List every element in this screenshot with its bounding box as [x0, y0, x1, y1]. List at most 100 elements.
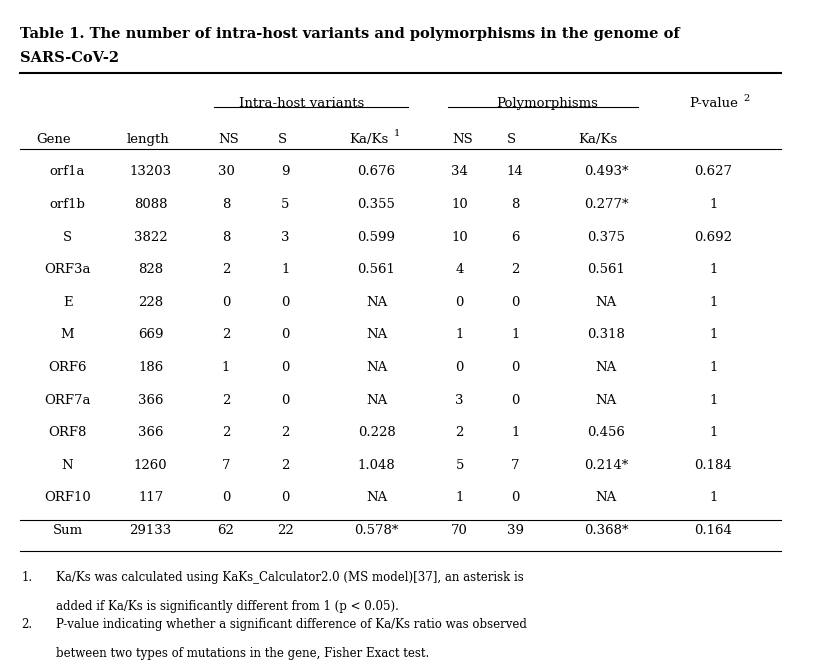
- Text: 0.355: 0.355: [358, 198, 395, 211]
- Text: 5: 5: [281, 198, 290, 211]
- Text: 0: 0: [281, 492, 290, 504]
- Text: 1: 1: [709, 263, 717, 276]
- Text: 10: 10: [452, 230, 468, 244]
- Text: 6: 6: [511, 230, 520, 244]
- Text: 0: 0: [511, 394, 520, 407]
- Text: Ka/Ks: Ka/Ks: [349, 133, 388, 146]
- Text: Table 1. The number of intra-host variants and polymorphisms in the genome of: Table 1. The number of intra-host varian…: [20, 27, 680, 41]
- Text: NS: NS: [452, 133, 472, 146]
- Text: ORF10: ORF10: [44, 492, 91, 504]
- Text: 1: 1: [709, 296, 717, 309]
- Text: S: S: [507, 133, 516, 146]
- Text: NA: NA: [366, 328, 387, 342]
- Text: added if Ka/Ks is significantly different from 1 (p < 0.05).: added if Ka/Ks is significantly differen…: [56, 600, 398, 613]
- Text: 29133: 29133: [129, 524, 172, 537]
- Text: 8: 8: [222, 198, 230, 211]
- Text: 0: 0: [456, 296, 464, 309]
- Text: 0.599: 0.599: [358, 230, 396, 244]
- Text: 8: 8: [222, 230, 230, 244]
- Text: 117: 117: [138, 492, 164, 504]
- Text: NA: NA: [596, 296, 617, 309]
- Text: 1: 1: [709, 198, 717, 211]
- Text: 1: 1: [456, 492, 464, 504]
- Text: Polymorphisms: Polymorphisms: [496, 97, 598, 111]
- Text: 1: 1: [456, 328, 464, 342]
- Text: 1: 1: [709, 361, 717, 374]
- Text: 0: 0: [222, 296, 230, 309]
- Text: 13203: 13203: [129, 165, 172, 178]
- Text: N: N: [61, 459, 73, 472]
- Text: 0.184: 0.184: [695, 459, 732, 472]
- Text: 0: 0: [511, 492, 520, 504]
- Text: 1.048: 1.048: [358, 459, 395, 472]
- Text: 2: 2: [281, 426, 290, 440]
- Text: 0.318: 0.318: [588, 328, 625, 342]
- Text: S: S: [277, 133, 286, 146]
- Text: 4: 4: [456, 263, 464, 276]
- Text: S: S: [63, 230, 72, 244]
- Text: P-value indicating whether a significant difference of Ka/Ks ratio was observed: P-value indicating whether a significant…: [56, 618, 526, 631]
- Text: 366: 366: [138, 394, 164, 407]
- Text: 228: 228: [138, 296, 164, 309]
- Text: 1: 1: [222, 361, 230, 374]
- Text: 0.561: 0.561: [588, 263, 625, 276]
- Text: 1.: 1.: [22, 571, 32, 584]
- Text: NA: NA: [366, 394, 387, 407]
- Text: between two types of mutations in the gene, Fisher Exact test.: between two types of mutations in the ge…: [56, 647, 429, 660]
- Text: NS: NS: [218, 133, 239, 146]
- Text: 9: 9: [281, 165, 290, 178]
- Text: 62: 62: [217, 524, 234, 537]
- Text: 2: 2: [222, 263, 230, 276]
- Text: 1: 1: [511, 426, 520, 440]
- Text: 0.692: 0.692: [694, 230, 732, 244]
- Text: 366: 366: [138, 426, 164, 440]
- Text: 2: 2: [281, 459, 290, 472]
- Text: 0.561: 0.561: [358, 263, 395, 276]
- Text: 828: 828: [138, 263, 164, 276]
- Text: 1: 1: [709, 328, 717, 342]
- Text: 2: 2: [222, 394, 230, 407]
- Text: 2: 2: [222, 426, 230, 440]
- Text: 1: 1: [281, 263, 290, 276]
- Text: 0.676: 0.676: [358, 165, 396, 178]
- Text: 7: 7: [222, 459, 230, 472]
- Text: Intra-host variants: Intra-host variants: [239, 97, 364, 111]
- Text: 0: 0: [281, 361, 290, 374]
- Text: 8: 8: [511, 198, 520, 211]
- Text: 5: 5: [456, 459, 464, 472]
- Text: SARS-CoV-2: SARS-CoV-2: [20, 51, 120, 65]
- Text: 1: 1: [394, 129, 400, 138]
- Text: 0: 0: [222, 492, 230, 504]
- Text: 22: 22: [277, 524, 294, 537]
- Text: 70: 70: [452, 524, 468, 537]
- Text: 8088: 8088: [134, 198, 168, 211]
- Text: 3: 3: [281, 230, 290, 244]
- Text: Ka/Ks was calculated using KaKs_Calculator2.0 (MS model)[37], an asterisk is: Ka/Ks was calculated using KaKs_Calculat…: [56, 571, 524, 584]
- Text: 0.627: 0.627: [694, 165, 732, 178]
- Text: 10: 10: [452, 198, 468, 211]
- Text: 1: 1: [709, 492, 717, 504]
- Text: NA: NA: [596, 361, 617, 374]
- Text: 1: 1: [511, 328, 520, 342]
- Text: orf1a: orf1a: [50, 165, 85, 178]
- Text: 3822: 3822: [134, 230, 168, 244]
- Text: 0.228: 0.228: [358, 426, 395, 440]
- Text: 0: 0: [281, 328, 290, 342]
- Text: 0: 0: [511, 296, 520, 309]
- Text: 2: 2: [222, 328, 230, 342]
- Text: E: E: [63, 296, 72, 309]
- Text: ORF8: ORF8: [48, 426, 87, 440]
- Text: Ka/Ks: Ka/Ks: [579, 133, 618, 146]
- Text: 0: 0: [281, 296, 290, 309]
- Text: ORF6: ORF6: [48, 361, 87, 374]
- Text: 0.456: 0.456: [588, 426, 625, 440]
- Text: 3: 3: [456, 394, 464, 407]
- Text: 0.164: 0.164: [695, 524, 732, 537]
- Text: 2: 2: [456, 426, 464, 440]
- Text: 14: 14: [507, 165, 524, 178]
- Text: 0.277*: 0.277*: [584, 198, 628, 211]
- Text: M: M: [61, 328, 75, 342]
- Text: 0.375: 0.375: [588, 230, 625, 244]
- Text: 1: 1: [709, 394, 717, 407]
- Text: 186: 186: [138, 361, 164, 374]
